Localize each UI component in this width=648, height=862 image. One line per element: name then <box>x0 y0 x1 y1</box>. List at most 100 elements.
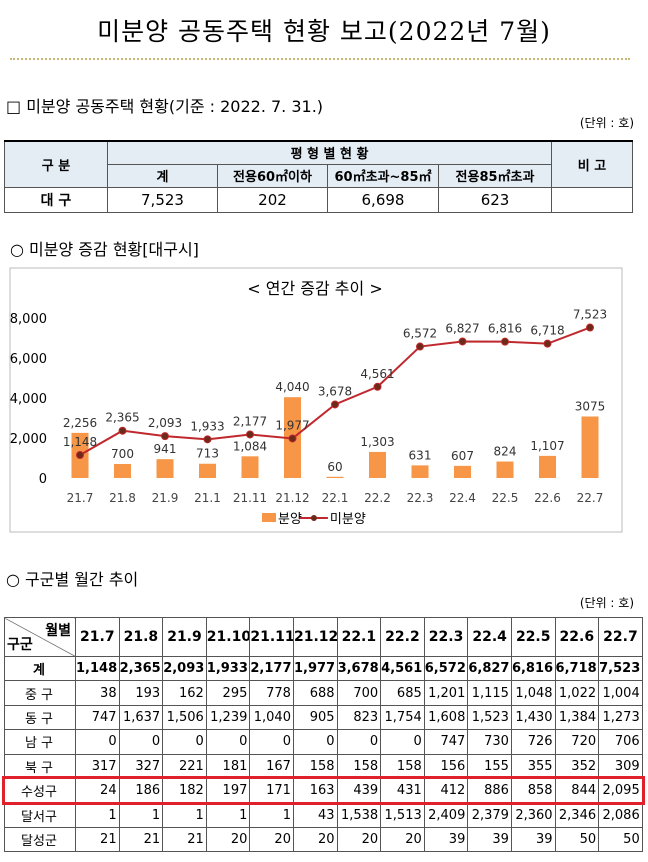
data-row: 대 구 7,523 202 6,698 623 <box>4 186 634 213</box>
cell: 43 <box>292 802 338 828</box>
bar-label: 607 <box>451 449 474 463</box>
cell: 155 <box>467 753 512 779</box>
column-header: 21.9 <box>162 617 207 657</box>
legend-swatch <box>262 513 276 522</box>
cell: 352 <box>554 753 600 779</box>
cell: 2,409 <box>423 802 469 828</box>
column-header: 21.11 <box>249 617 294 657</box>
section-heading: ○ 구군별 월간 추이 <box>6 570 139 589</box>
cell: 2,093 <box>162 655 207 682</box>
cell: 20 <box>249 826 294 853</box>
y-tick-label: 8,000 <box>10 312 47 327</box>
x-tick-label: 21.7 <box>67 491 94 505</box>
header-row: 월별 구군 21.7 21.8 21.9 21.10 21.11 21.12 22.1 22.2 2… <box>4 617 643 657</box>
cell: 1 <box>249 802 294 828</box>
chart-frame <box>9 267 623 533</box>
cell: 162 <box>162 680 207 706</box>
data-row: 남 구 0 0 0 0 0 0 0 0 747 730 726 720 706 <box>4 729 643 755</box>
line-label: 1,148 <box>63 435 97 449</box>
cell: 431 <box>380 777 425 804</box>
section-heading: ○ 미분양 증감 현황[대구시] <box>10 240 199 259</box>
bar-label: 824 <box>494 445 517 459</box>
column-header: 22.3 <box>423 617 469 657</box>
cell: 1,004 <box>598 680 643 706</box>
cell: 886 <box>467 777 512 804</box>
data-row: 수성구 24 186 182 197 171 163 439 431 412 886 858 844 2,… <box>4 777 643 804</box>
cell: 1,273 <box>598 704 643 731</box>
column-header: 21.10 <box>205 617 251 657</box>
x-tick-label: 22.6 <box>534 491 561 505</box>
line-label: 6,572 <box>403 327 437 341</box>
cell: 1,523 <box>467 704 512 731</box>
header-cell: 전용85㎡초과 <box>437 163 553 188</box>
cell: 6,816 <box>510 655 556 682</box>
cell: 0 <box>336 729 382 755</box>
cell: 39 <box>423 826 469 853</box>
cell: 181 <box>205 753 251 779</box>
x-tick-label: 22.4 <box>449 491 476 505</box>
cell: 823 <box>336 704 382 731</box>
cell: 439 <box>336 777 382 804</box>
bar <box>369 451 386 478</box>
header-row: 계 전용60㎡이하 60㎡초과~85㎡ 전용85㎡초과 <box>5 163 633 188</box>
cell: 2,365 <box>118 655 164 682</box>
cell: 1 <box>205 802 251 828</box>
cell: 317 <box>75 753 120 779</box>
line-point <box>373 382 382 391</box>
cell: 905 <box>292 704 338 731</box>
y-tick-label: 0 <box>39 472 47 487</box>
column-header: 22.5 <box>510 617 556 657</box>
cell: 171 <box>249 777 294 804</box>
line-point <box>458 337 467 346</box>
line-label: 6,718 <box>530 324 564 338</box>
unit-label: (단위 : 호) <box>579 596 634 610</box>
column-header: 22.2 <box>380 617 425 657</box>
x-tick-label: 21.9 <box>152 491 179 505</box>
line-point <box>586 323 594 332</box>
line-point <box>331 400 339 409</box>
column-header: 21.8 <box>118 617 164 657</box>
cell: 700 <box>336 680 382 706</box>
cell: 158 <box>380 753 425 779</box>
cell: 7,523 <box>107 186 218 213</box>
cell: 0 <box>380 729 425 755</box>
line-point <box>288 434 297 443</box>
cell: 158 <box>292 753 338 779</box>
header-cell: 평 형 별 현 황 <box>106 140 553 165</box>
cell: 163 <box>292 777 338 804</box>
cell: 2,095 <box>598 777 643 804</box>
cell: 0 <box>249 729 294 755</box>
column-header: 22.7 <box>598 617 643 657</box>
data-row: 달성군 21 21 21 20 20 20 20 20 39 39 39 50 50 <box>4 826 643 853</box>
cell: 1,637 <box>118 704 164 731</box>
cell: 50 <box>554 826 600 853</box>
y-tick-label: 6,000 <box>10 352 47 367</box>
cell: 0 <box>292 729 338 755</box>
cell: 1,506 <box>162 704 207 731</box>
column-header: 22.4 <box>467 617 512 657</box>
x-tick-label: 21.11 <box>233 491 267 505</box>
line-label: 2,093 <box>148 416 182 430</box>
cell: 778 <box>249 680 294 706</box>
cell: 0 <box>75 729 120 755</box>
legend-label: 미분양 <box>330 512 366 527</box>
row-label: 남 구 <box>4 729 76 755</box>
cell: 309 <box>598 753 643 779</box>
header-cell: 구 분 <box>4 140 108 188</box>
line-label: 6,827 <box>445 321 479 335</box>
line-point <box>501 337 509 346</box>
cell: 21 <box>75 826 120 853</box>
bar-label: 1,303 <box>360 435 394 449</box>
corner-bottom: 구군 <box>7 637 33 653</box>
cell: 1,754 <box>380 704 425 731</box>
title-rule <box>10 58 630 60</box>
x-tick-label: 22.2 <box>364 491 391 505</box>
row-label: 북 구 <box>4 753 76 779</box>
bar-label: 3075 <box>575 400 606 414</box>
cell: 730 <box>467 729 512 755</box>
cell: 3,678 <box>336 655 382 682</box>
cell: 0 <box>162 729 207 755</box>
cell: 327 <box>118 753 164 779</box>
line-point <box>203 435 212 444</box>
cell: 1 <box>162 802 207 828</box>
